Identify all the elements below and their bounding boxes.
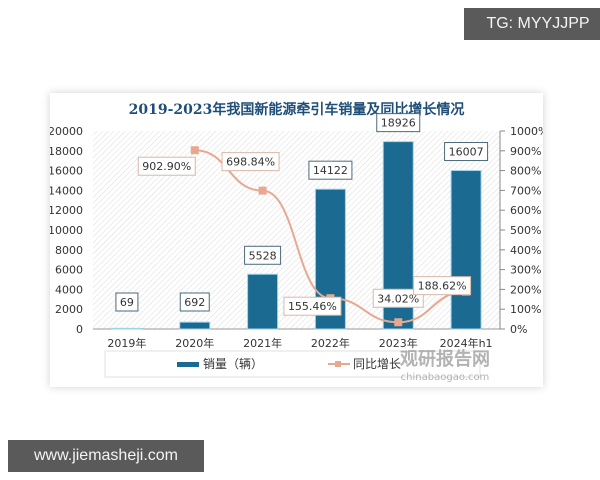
bar-label: 18926 bbox=[381, 117, 416, 130]
right-axis-tick: 700% bbox=[510, 184, 541, 197]
line-label: 188.62% bbox=[418, 280, 467, 293]
left-axis-tick: 8000 bbox=[55, 244, 83, 257]
right-axis-tick: 200% bbox=[510, 283, 541, 296]
x-axis-label: 2023年 bbox=[379, 336, 418, 350]
right-axis-tick: 400% bbox=[510, 244, 541, 257]
bar-label: 14122 bbox=[313, 164, 348, 177]
left-axis-tick: 0 bbox=[76, 323, 83, 336]
left-axis-tick: 18000 bbox=[50, 145, 83, 158]
left-axis-tick: 6000 bbox=[55, 264, 83, 277]
left-axis-tick: 4000 bbox=[55, 283, 83, 296]
chart-card: 2019-2023年我国新能源牵引车销量及同比增长情况 0 2000 4000 600… bbox=[50, 93, 543, 387]
website-tag: www.jiemasheji.com bbox=[8, 440, 204, 472]
bar-label: 69 bbox=[120, 296, 134, 309]
line-label-box bbox=[413, 276, 472, 296]
left-axis-tick: 20000 bbox=[50, 125, 83, 138]
growth-marker bbox=[258, 186, 267, 195]
right-axis-tick: 500% bbox=[510, 224, 541, 237]
line-label-box bbox=[283, 296, 342, 316]
x-axis-label: 2020年 bbox=[175, 336, 214, 350]
right-axis-tick: 800% bbox=[510, 165, 541, 178]
left-axis-tick: 14000 bbox=[50, 184, 83, 197]
bar-label-box bbox=[444, 142, 489, 162]
right-axis-tick: 100% bbox=[510, 303, 541, 316]
left-axis-tick: 10000 bbox=[50, 224, 83, 237]
bar bbox=[247, 273, 279, 330]
legend-line-label: 同比增长 bbox=[353, 357, 401, 371]
right-axis-tick: 1000% bbox=[510, 125, 543, 138]
right-axis-tick: 0% bbox=[510, 323, 527, 336]
bar bbox=[450, 170, 482, 330]
growth-line bbox=[194, 149, 467, 324]
line-label: 155.46% bbox=[288, 300, 337, 313]
bar-label-box bbox=[376, 113, 421, 133]
line-label: 902.90% bbox=[142, 160, 191, 173]
bar-label-box bbox=[115, 292, 139, 312]
x-axis-label: 2021年 bbox=[243, 336, 282, 350]
bar-label-box bbox=[179, 292, 210, 312]
legend-bar-swatch bbox=[177, 362, 199, 367]
left-axis-tick: 16000 bbox=[50, 165, 83, 178]
line-label-box bbox=[221, 152, 280, 172]
right-axis-tick: 300% bbox=[510, 264, 541, 277]
bar-label-box bbox=[308, 160, 353, 180]
growth-marker bbox=[394, 318, 403, 327]
growth-marker bbox=[190, 146, 199, 155]
telegram-tag-text: TG: MYYJJPP bbox=[486, 15, 590, 32]
legend-bar-label: 销量（辆） bbox=[203, 357, 263, 371]
right-axis-tick: 900% bbox=[510, 145, 541, 158]
bar-label: 692 bbox=[184, 296, 205, 309]
line-label: 34.02% bbox=[377, 292, 419, 305]
x-axis-label: 2019年 bbox=[107, 336, 146, 350]
right-axis-tick: 600% bbox=[510, 204, 541, 217]
bar-label: 5528 bbox=[249, 249, 277, 262]
line-label-box bbox=[137, 156, 196, 176]
x-axis-label: 2024年h1 bbox=[440, 336, 493, 350]
bar-label-box bbox=[244, 245, 282, 265]
line-label-box bbox=[372, 288, 424, 308]
chart-svg: 0 2000 4000 6000 8000 10000 12000 14000 16000 180… bbox=[50, 113, 543, 383]
bar bbox=[111, 327, 143, 330]
telegram-tag: TG: MYYJJPP bbox=[464, 8, 600, 40]
bar-label: 16007 bbox=[449, 146, 484, 159]
left-axis-tick: 2000 bbox=[55, 303, 83, 316]
bar bbox=[179, 321, 211, 330]
watermark-brand: 观研报告网 bbox=[400, 348, 490, 370]
left-axis-tick: 12000 bbox=[50, 204, 83, 217]
legend-line-marker bbox=[335, 361, 341, 367]
line-label: 698.84% bbox=[226, 156, 275, 169]
x-axis-label: 2022年 bbox=[311, 336, 350, 350]
legend-box bbox=[104, 350, 481, 378]
watermark-url: chinabaogao.com bbox=[401, 372, 490, 383]
website-tag-text: www.jiemasheji.com bbox=[33, 447, 179, 464]
